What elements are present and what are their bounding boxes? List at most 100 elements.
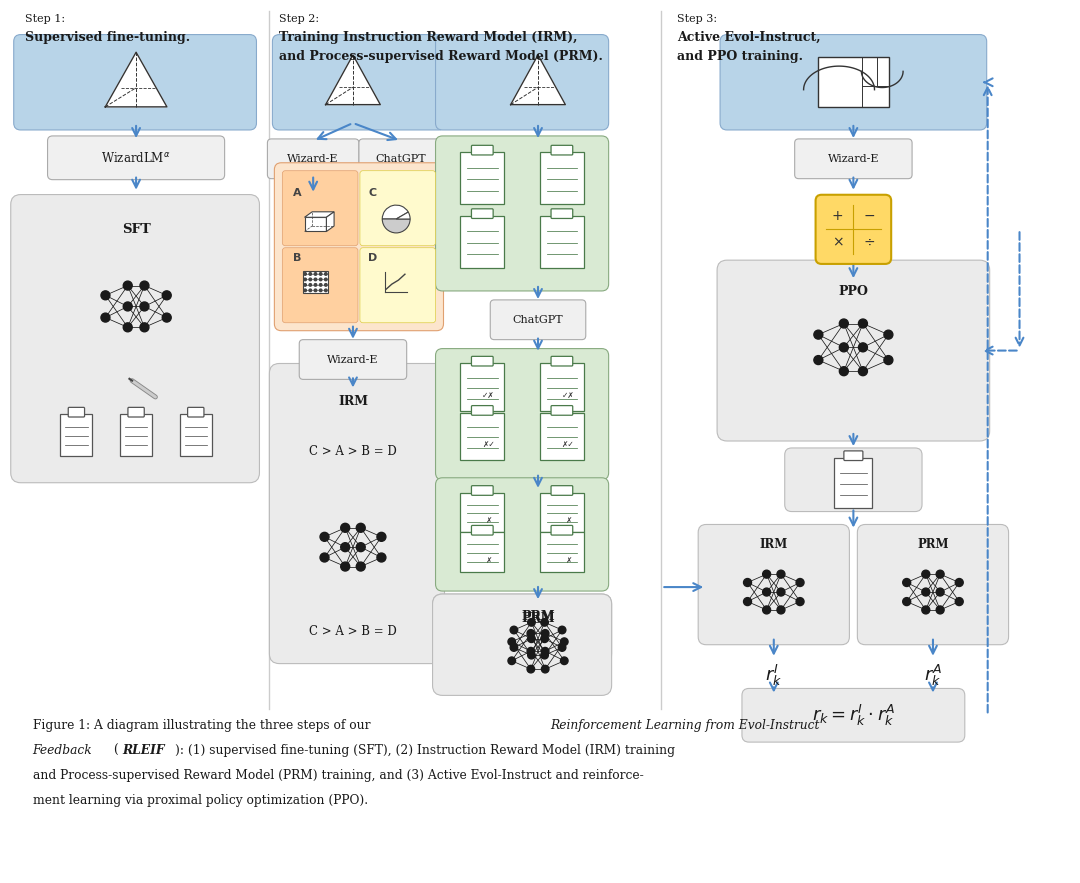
FancyBboxPatch shape bbox=[274, 162, 444, 331]
Text: C: C bbox=[368, 188, 376, 198]
Circle shape bbox=[936, 588, 944, 596]
Text: Feedback: Feedback bbox=[32, 744, 92, 757]
Wedge shape bbox=[396, 212, 410, 219]
Bar bbox=[540, 215, 584, 268]
Bar bbox=[835, 458, 873, 508]
Circle shape bbox=[324, 273, 327, 275]
FancyBboxPatch shape bbox=[551, 208, 572, 218]
Text: Step 1:: Step 1: bbox=[25, 14, 65, 24]
Text: PRM: PRM bbox=[522, 610, 555, 623]
Text: ✓✗: ✓✗ bbox=[562, 390, 575, 400]
Circle shape bbox=[541, 635, 549, 643]
Text: WizardLM$^\alpha$: WizardLM$^\alpha$ bbox=[102, 151, 171, 165]
FancyBboxPatch shape bbox=[795, 139, 913, 178]
Text: ÷: ÷ bbox=[864, 236, 875, 250]
Bar bbox=[540, 364, 584, 411]
FancyBboxPatch shape bbox=[269, 364, 445, 664]
Text: Wizard-E: Wizard-E bbox=[827, 154, 879, 163]
FancyBboxPatch shape bbox=[742, 689, 964, 742]
FancyBboxPatch shape bbox=[551, 486, 572, 495]
FancyBboxPatch shape bbox=[435, 136, 609, 291]
Circle shape bbox=[508, 638, 515, 645]
Bar bbox=[540, 153, 584, 204]
Text: Wizard-E: Wizard-E bbox=[287, 154, 339, 163]
Circle shape bbox=[859, 366, 867, 375]
Circle shape bbox=[320, 273, 322, 275]
FancyBboxPatch shape bbox=[360, 170, 435, 245]
Text: −: − bbox=[864, 209, 875, 223]
Text: Wizard-E: Wizard-E bbox=[327, 354, 379, 365]
FancyBboxPatch shape bbox=[551, 405, 572, 415]
Circle shape bbox=[303, 289, 307, 291]
Text: ): (1) supervised fine-tuning (SFT), (2) Instruction Reward Model (IRM) training: ): (1) supervised fine-tuning (SFT), (2)… bbox=[175, 744, 675, 757]
FancyBboxPatch shape bbox=[299, 340, 407, 380]
Text: PRM: PRM bbox=[522, 613, 555, 625]
Circle shape bbox=[777, 588, 785, 596]
Bar bbox=[302, 271, 328, 293]
Circle shape bbox=[527, 647, 535, 655]
Circle shape bbox=[762, 588, 771, 596]
Text: and Process-supervised Reward Model (PRM) training, and (3) Active Evol-Instruct: and Process-supervised Reward Model (PRM… bbox=[32, 769, 644, 782]
Circle shape bbox=[762, 570, 771, 578]
FancyBboxPatch shape bbox=[551, 357, 572, 366]
Circle shape bbox=[324, 289, 327, 291]
FancyBboxPatch shape bbox=[551, 146, 572, 155]
Circle shape bbox=[796, 598, 804, 606]
FancyBboxPatch shape bbox=[472, 208, 494, 218]
Circle shape bbox=[340, 524, 350, 532]
FancyBboxPatch shape bbox=[472, 405, 494, 415]
Circle shape bbox=[743, 598, 752, 606]
FancyBboxPatch shape bbox=[435, 349, 609, 479]
Text: ment learning via proximal policy optimization (PPO).: ment learning via proximal policy optimi… bbox=[32, 794, 368, 807]
FancyBboxPatch shape bbox=[551, 525, 572, 535]
Polygon shape bbox=[511, 55, 565, 104]
FancyBboxPatch shape bbox=[490, 300, 585, 340]
Text: ✗: ✗ bbox=[565, 516, 571, 525]
FancyBboxPatch shape bbox=[435, 34, 609, 130]
Text: IRM: IRM bbox=[338, 395, 368, 408]
Circle shape bbox=[936, 570, 944, 578]
FancyBboxPatch shape bbox=[282, 248, 357, 323]
Text: ✗: ✗ bbox=[485, 516, 491, 525]
Text: RLEIF: RLEIF bbox=[122, 744, 165, 757]
Text: D: D bbox=[368, 253, 378, 263]
Circle shape bbox=[903, 598, 910, 606]
Circle shape bbox=[922, 606, 930, 614]
Bar bbox=[540, 532, 584, 572]
Text: ChatGPT: ChatGPT bbox=[376, 154, 426, 163]
Circle shape bbox=[309, 278, 312, 281]
Text: Figure 1: A diagram illustrating the three steps of our: Figure 1: A diagram illustrating the thr… bbox=[32, 720, 374, 732]
Bar bbox=[460, 215, 504, 268]
Circle shape bbox=[123, 323, 132, 332]
FancyBboxPatch shape bbox=[359, 139, 443, 178]
Bar bbox=[540, 412, 584, 460]
Circle shape bbox=[814, 330, 823, 339]
Bar bbox=[460, 364, 504, 411]
Circle shape bbox=[303, 283, 307, 286]
Circle shape bbox=[558, 626, 566, 634]
Text: C > A > B = D: C > A > B = D bbox=[309, 625, 396, 638]
Circle shape bbox=[955, 598, 963, 606]
Wedge shape bbox=[382, 205, 408, 219]
FancyBboxPatch shape bbox=[268, 139, 359, 178]
Text: A: A bbox=[294, 188, 302, 198]
Text: and PPO training.: and PPO training. bbox=[677, 50, 804, 64]
Circle shape bbox=[320, 532, 329, 541]
Wedge shape bbox=[382, 219, 410, 233]
Circle shape bbox=[839, 366, 848, 375]
FancyBboxPatch shape bbox=[472, 525, 494, 535]
Text: $r_k^I$: $r_k^I$ bbox=[766, 662, 782, 688]
Text: ChatGPT: ChatGPT bbox=[513, 314, 564, 325]
Polygon shape bbox=[325, 55, 380, 104]
Text: $r_k = r_k^I \cdot r_k^A$: $r_k = r_k^I \cdot r_k^A$ bbox=[812, 703, 895, 728]
Circle shape bbox=[356, 562, 365, 571]
Circle shape bbox=[320, 553, 329, 562]
Circle shape bbox=[324, 283, 327, 286]
FancyBboxPatch shape bbox=[282, 170, 357, 245]
Text: $r_k^A$: $r_k^A$ bbox=[923, 662, 942, 688]
Circle shape bbox=[340, 562, 350, 571]
Circle shape bbox=[922, 570, 930, 578]
Circle shape bbox=[140, 323, 149, 332]
Circle shape bbox=[162, 291, 172, 300]
Text: PRM: PRM bbox=[917, 538, 948, 551]
